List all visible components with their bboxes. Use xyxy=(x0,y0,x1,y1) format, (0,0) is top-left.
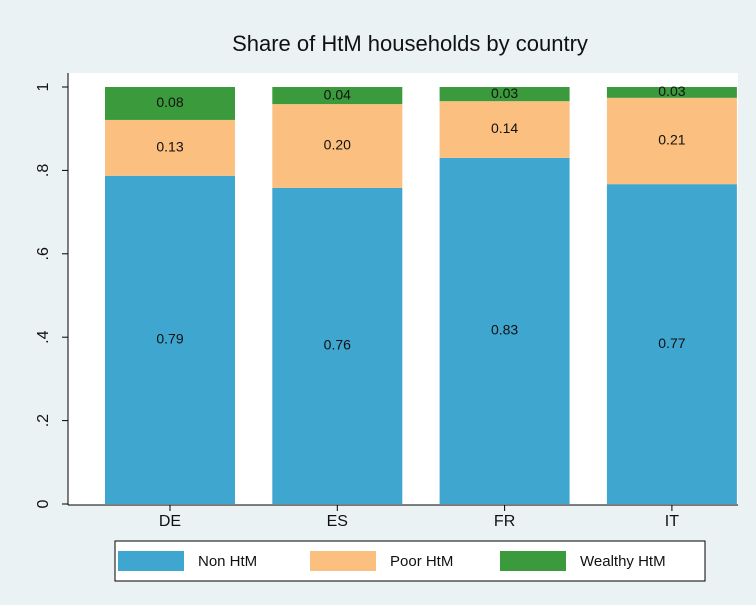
legend-label: Non HtM xyxy=(198,553,257,570)
bar-segment xyxy=(439,87,570,102)
bar-segment xyxy=(105,87,235,120)
value-label: 0.14 xyxy=(491,120,518,136)
y-tick-label: .4 xyxy=(35,330,52,343)
bar-segment xyxy=(439,157,570,504)
y-tick-label: .6 xyxy=(35,247,52,260)
value-label: 0.03 xyxy=(491,85,518,101)
x-tick-label: IT xyxy=(665,513,679,530)
x-tick-label: ES xyxy=(327,513,348,530)
bar-segment xyxy=(272,187,403,504)
x-tick-label: FR xyxy=(494,513,515,530)
value-label: 0.83 xyxy=(491,322,518,338)
value-label: 0.21 xyxy=(658,132,685,148)
bar-segment xyxy=(272,87,403,105)
value-label: 0.08 xyxy=(156,94,183,110)
bar-segment xyxy=(105,119,235,176)
y-tick-label: .8 xyxy=(35,164,52,177)
value-label: 0.13 xyxy=(156,139,183,155)
value-label: 0.03 xyxy=(658,83,685,99)
legend xyxy=(114,540,706,582)
bar-segment xyxy=(606,87,737,98)
legend-swatch xyxy=(500,551,566,571)
value-label: 0.79 xyxy=(156,331,183,347)
legend-label: Wealthy HtM xyxy=(580,553,666,570)
legend-label: Poor HtM xyxy=(390,553,453,570)
chart-title: Share of HtM households by country xyxy=(232,31,588,56)
value-label: 0.77 xyxy=(658,335,685,351)
value-label: 0.20 xyxy=(324,137,351,153)
y-tick-label: 1 xyxy=(35,82,52,91)
legend-swatch xyxy=(310,551,376,571)
x-tick-label: DE xyxy=(159,513,181,530)
y-tick-label: .2 xyxy=(35,414,52,427)
value-label: 0.76 xyxy=(324,337,351,353)
bar-segment xyxy=(272,104,403,188)
bar-segment xyxy=(439,101,570,158)
value-label: 0.04 xyxy=(324,86,351,102)
bar-segment xyxy=(606,97,737,185)
y-tick-label: 0 xyxy=(35,499,52,508)
bar-segment xyxy=(105,175,235,505)
legend-swatch xyxy=(118,551,184,571)
bar-segment xyxy=(606,184,737,504)
